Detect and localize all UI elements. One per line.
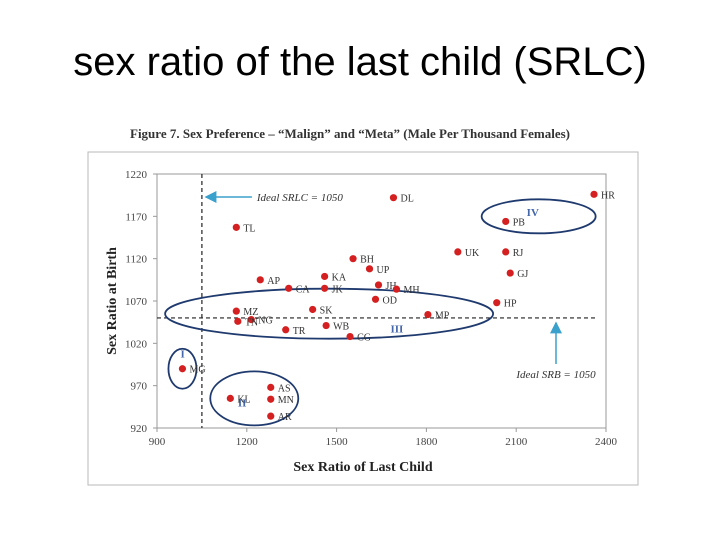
y-tick-label: 1020 [125, 338, 148, 350]
data-point [454, 248, 462, 256]
data-point [226, 394, 234, 402]
ideal-srb-label: Ideal SRB = 1050 [515, 369, 596, 381]
data-point [590, 190, 598, 198]
data-point [493, 299, 501, 307]
point-label: MG [189, 365, 205, 376]
axis-ticks: 900 1200 1500 1800 2100 2400 920 970 1020 1070 112… [125, 169, 618, 448]
y-tick-label: 920 [131, 423, 148, 435]
data-point [234, 317, 242, 325]
point-label: OD [383, 295, 397, 306]
point-label: UP [377, 265, 390, 276]
data-point [232, 307, 240, 315]
cluster-label: IV [527, 207, 539, 219]
data-point [232, 223, 240, 231]
point-label: RJ [513, 248, 524, 259]
data-point [424, 310, 432, 319]
data-point [267, 383, 275, 391]
data-point [502, 217, 510, 226]
data-point [349, 255, 357, 263]
point-label: HR [601, 190, 615, 201]
point-label: SK [320, 305, 334, 316]
y-axis-title: Sex Ratio at Birth [105, 247, 120, 355]
data-point [267, 412, 275, 420]
point-label: AR [278, 412, 292, 423]
data-point [389, 194, 398, 202]
x-tick-label: 1200 [236, 436, 259, 448]
data-point [321, 284, 329, 292]
data-point [321, 272, 329, 281]
y-tick-label: 1170 [125, 211, 147, 223]
cluster-label: III [390, 324, 403, 336]
cluster-ring [167, 347, 198, 390]
data-point [256, 276, 264, 284]
cluster-ring [209, 370, 300, 427]
point-label: PB [513, 217, 526, 228]
data-point [282, 326, 290, 334]
point-label: KA [332, 272, 347, 283]
point-label: MN [278, 395, 294, 406]
reference-lines [157, 174, 596, 428]
point-label: KL [237, 394, 250, 405]
point-label: TR [293, 326, 306, 337]
y-tick-label: 970 [131, 381, 148, 393]
point-label: JK [332, 284, 344, 295]
figure-caption: Figure 7. Sex Preference – “Malign” and … [130, 126, 571, 141]
point-label: TN [245, 317, 258, 328]
data-point [365, 265, 374, 273]
point-label: CA [296, 284, 311, 295]
point-label: WB [333, 322, 349, 333]
point-label: TL [243, 223, 255, 234]
point-label: HP [504, 299, 517, 310]
point-label: MH [403, 285, 419, 296]
y-tick-label: 1070 [125, 296, 148, 308]
cluster-label: II [238, 397, 247, 409]
point-label: NG [258, 316, 272, 327]
reference-arrows: Ideal SRLC = 1050 Ideal SRB = 1050 [204, 191, 596, 381]
y-tick-label: 1120 [125, 254, 147, 266]
slide-title: sex ratio of the last child (SRLC) [73, 40, 647, 84]
x-tick-label: 1500 [326, 436, 349, 448]
x-tick-label: 1800 [415, 436, 438, 448]
figure-frame [87, 151, 639, 486]
point-label: UK [465, 248, 480, 259]
point-label: MP [435, 311, 450, 322]
data-point [267, 395, 275, 403]
data-point [392, 285, 401, 293]
point-label: GJ [517, 269, 528, 280]
data-point [371, 295, 380, 303]
point-label: BH [360, 255, 374, 266]
x-axis-title: Sex Ratio of Last Child [293, 460, 432, 475]
data-point [309, 305, 317, 314]
data-point [178, 365, 187, 373]
point-label: JH [386, 281, 397, 292]
y-tick-label: 1220 [125, 169, 148, 181]
x-tick-label: 900 [149, 436, 166, 448]
data-point [502, 248, 510, 256]
ideal-srlc-label: Ideal SRLC = 1050 [256, 192, 343, 204]
point-label: AS [278, 383, 291, 394]
data-point [247, 316, 255, 324]
point-label: CG [357, 333, 371, 344]
data-point [346, 332, 354, 341]
point-label: MZ [243, 307, 258, 318]
point-label: DL [400, 194, 413, 205]
cluster-ring [164, 287, 495, 340]
data-point [285, 284, 293, 292]
x-tick-label: 2400 [595, 436, 618, 448]
point-label: AP [267, 276, 280, 287]
data-point [506, 269, 514, 277]
data-point [322, 321, 330, 330]
cluster-ring [480, 198, 597, 235]
data-point [374, 281, 383, 289]
cluster-label: I [180, 349, 184, 361]
x-tick-label: 2100 [505, 436, 528, 448]
